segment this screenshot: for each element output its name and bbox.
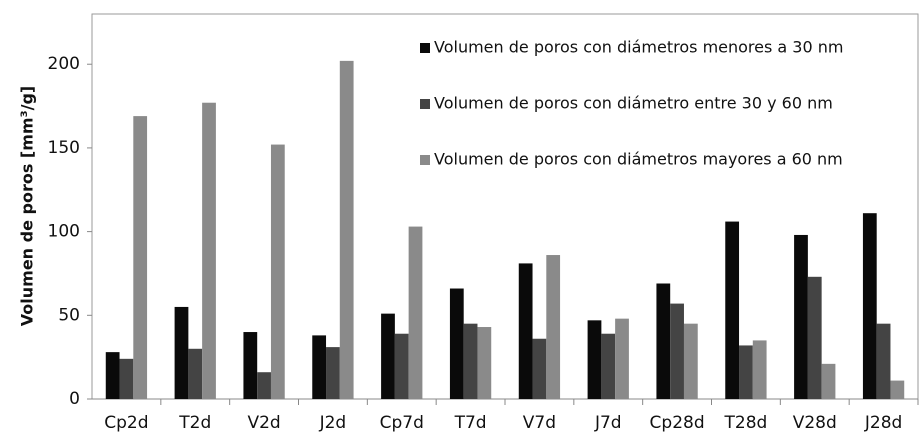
bar <box>862 213 877 399</box>
bar <box>243 332 258 399</box>
bar <box>326 347 340 399</box>
legend-label: Volumen de poros con diámetros menores a… <box>434 38 843 57</box>
bar <box>518 263 533 399</box>
legend-swatch <box>420 99 430 109</box>
y-tick-label: 50 <box>58 305 80 325</box>
bar <box>752 340 767 399</box>
bar <box>312 335 327 399</box>
bar <box>381 313 395 399</box>
bar <box>683 323 698 399</box>
bar <box>188 348 203 399</box>
bar <box>202 102 216 399</box>
bar <box>119 358 134 399</box>
y-axis-label: Volumen de poros [mm³/g] <box>18 86 37 326</box>
bar <box>601 333 616 399</box>
legend-label: Volumen de poros con diámetro entre 30 y… <box>434 94 833 113</box>
bar <box>394 333 409 399</box>
bar <box>477 327 492 399</box>
x-tick-label: T2d <box>178 413 211 433</box>
bar <box>449 288 464 399</box>
y-tick-label: 150 <box>48 138 80 158</box>
x-tick-label: Cp28d <box>650 413 705 433</box>
bar <box>890 380 905 399</box>
x-tick-label: J7d <box>594 413 622 433</box>
bar <box>105 352 120 399</box>
bar <box>270 144 285 399</box>
bar <box>739 345 753 399</box>
bar <box>876 323 891 399</box>
bar <box>133 116 148 399</box>
y-tick-label: 200 <box>48 54 80 74</box>
x-tick-label: V28d <box>793 413 837 433</box>
bar <box>794 234 808 399</box>
bar <box>257 372 271 399</box>
bar <box>615 318 629 399</box>
bar <box>339 60 354 399</box>
legend-label: Volumen de poros con diámetros mayores a… <box>434 150 843 169</box>
bar <box>408 226 423 399</box>
legend-swatch <box>420 155 430 165</box>
bar <box>174 306 189 399</box>
x-tick-label: V2d <box>247 413 280 433</box>
y-tick-label: 0 <box>69 389 80 409</box>
x-tick-label: Cp7d <box>380 413 424 433</box>
bar <box>725 221 740 399</box>
x-tick-label: Cp2d <box>104 413 148 433</box>
x-tick-label: V7d <box>523 413 556 433</box>
bar <box>821 363 836 399</box>
x-tick-label: T7d <box>454 413 487 433</box>
bar <box>587 320 602 399</box>
bar <box>656 283 671 399</box>
bar <box>532 338 547 399</box>
x-tick-label: J28d <box>864 413 902 433</box>
y-tick-label: 100 <box>48 222 80 242</box>
x-tick-label: T28d <box>724 413 768 433</box>
bar <box>463 323 478 399</box>
bar <box>670 303 684 399</box>
bar <box>807 276 822 399</box>
legend-swatch <box>420 43 430 53</box>
bar <box>546 255 561 399</box>
x-tick-label: J2d <box>319 413 347 433</box>
